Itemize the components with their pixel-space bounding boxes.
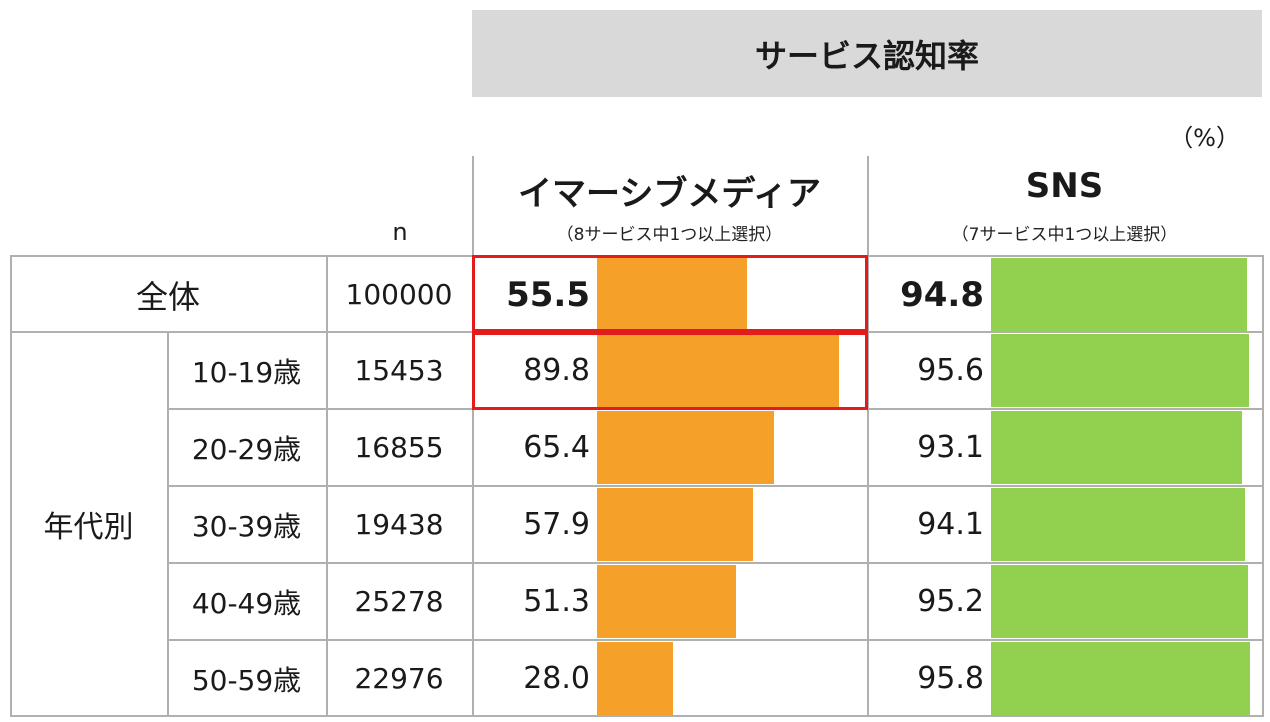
grid-vline [867, 156, 869, 715]
column-subtitle-sns: （7サービス中1つ以上選択） [951, 225, 1178, 245]
n-value: 22976 [354, 662, 444, 695]
grid-hline [167, 639, 1262, 641]
chart-title: サービス認知率 [472, 10, 1262, 97]
category-label: 10-19歳 [191, 355, 302, 389]
grid-hline [167, 485, 1262, 487]
bar-immersive [597, 411, 774, 484]
data-label: 95.8 [917, 661, 984, 696]
n-value: 25278 [354, 585, 444, 618]
data-label: 65.4 [523, 430, 590, 465]
data-label: 55.5 [506, 274, 590, 315]
data-label: 95.2 [917, 584, 984, 619]
column-title-sns: SNS [1025, 166, 1104, 206]
column-title-immersive: イマーシブメディア [518, 174, 821, 214]
unit-label: （%） [1169, 124, 1240, 152]
n-value: 100000 [345, 278, 453, 311]
n-value: 16855 [354, 431, 444, 464]
bar-immersive [597, 642, 673, 715]
data-label: 95.6 [917, 353, 984, 388]
category-label: 30-39歳 [191, 509, 302, 543]
group-label: 年代別 [43, 509, 134, 545]
data-label: 94.1 [917, 507, 984, 542]
category-label-total: 全体 [135, 277, 200, 316]
category-label: 40-49歳 [191, 586, 302, 620]
column-subtitle-immersive: （8サービス中1つ以上選択） [556, 225, 783, 245]
bar-immersive [597, 258, 747, 331]
bar-sns [991, 411, 1243, 484]
grid-hline [167, 562, 1262, 564]
bar-sns [991, 488, 1246, 561]
bar-sns [991, 258, 1247, 331]
data-label: 94.8 [900, 274, 984, 315]
grid-vline [1262, 255, 1264, 717]
data-label: 28.0 [523, 661, 590, 696]
highlight-box-total [472, 255, 868, 332]
category-label: 20-29歳 [191, 432, 302, 466]
grid-vline [167, 332, 169, 715]
n-value: 15453 [354, 354, 444, 387]
bar-sns [991, 334, 1250, 407]
bar-immersive [597, 488, 754, 561]
data-label: 51.3 [523, 584, 590, 619]
grid-vline [472, 156, 474, 715]
bar-sns [991, 642, 1250, 715]
grid-hline [10, 715, 1262, 717]
n-header: n [392, 218, 408, 246]
bar-immersive [597, 565, 736, 638]
bar-immersive [597, 334, 840, 407]
grid-vline [326, 255, 328, 715]
data-label: 57.9 [523, 507, 590, 542]
n-value: 19438 [354, 508, 444, 541]
grid-vline [10, 255, 12, 717]
bar-sns [991, 565, 1249, 638]
highlight-box-teens [472, 332, 868, 410]
data-label: 89.8 [523, 353, 590, 388]
data-label: 93.1 [917, 430, 984, 465]
category-label: 50-59歳 [191, 663, 302, 697]
